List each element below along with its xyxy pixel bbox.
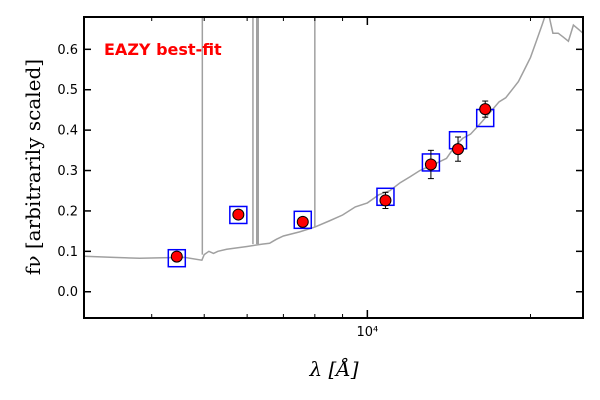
model-sed-line xyxy=(84,17,583,262)
axis-ticks-layer: 0.0 0.1 0.2 0.3 0.4 0.5 0.6 10⁴ xyxy=(57,17,583,340)
observed-point-1 xyxy=(232,208,245,221)
observed-point-6 xyxy=(479,103,492,116)
x-tick-label-0: 10⁴ xyxy=(356,325,378,340)
observed-point-0 xyxy=(170,250,183,263)
emission-lines-layer xyxy=(201,17,316,255)
template-point-1 xyxy=(229,205,248,225)
x-axis-label: λ [Å] xyxy=(308,356,358,381)
y-tick-label-2: 0.2 xyxy=(57,204,78,219)
observed-point-2 xyxy=(296,215,309,228)
y-axis-label: fν [arbitrarily scaled] xyxy=(21,59,45,275)
observed-point-3 xyxy=(379,194,392,207)
y-tick-label-0: 0.0 xyxy=(57,285,78,300)
annotation-label: EAZY best-fit xyxy=(104,40,222,59)
data-points-layer xyxy=(167,100,495,268)
y-tick-label-3: 0.3 xyxy=(57,164,78,179)
template-point-0 xyxy=(167,248,187,268)
y-tick-label-5: 0.5 xyxy=(57,83,78,98)
y-tick-label-6: 0.6 xyxy=(57,43,78,58)
plot-frame xyxy=(83,16,584,319)
observed-point-4 xyxy=(424,158,437,171)
template-point-2 xyxy=(293,210,313,230)
model-sed-layer xyxy=(84,17,583,262)
y-tick-label-1: 0.1 xyxy=(57,245,78,260)
observed-point-5 xyxy=(452,143,465,156)
y-tick-label-4: 0.4 xyxy=(57,124,78,139)
